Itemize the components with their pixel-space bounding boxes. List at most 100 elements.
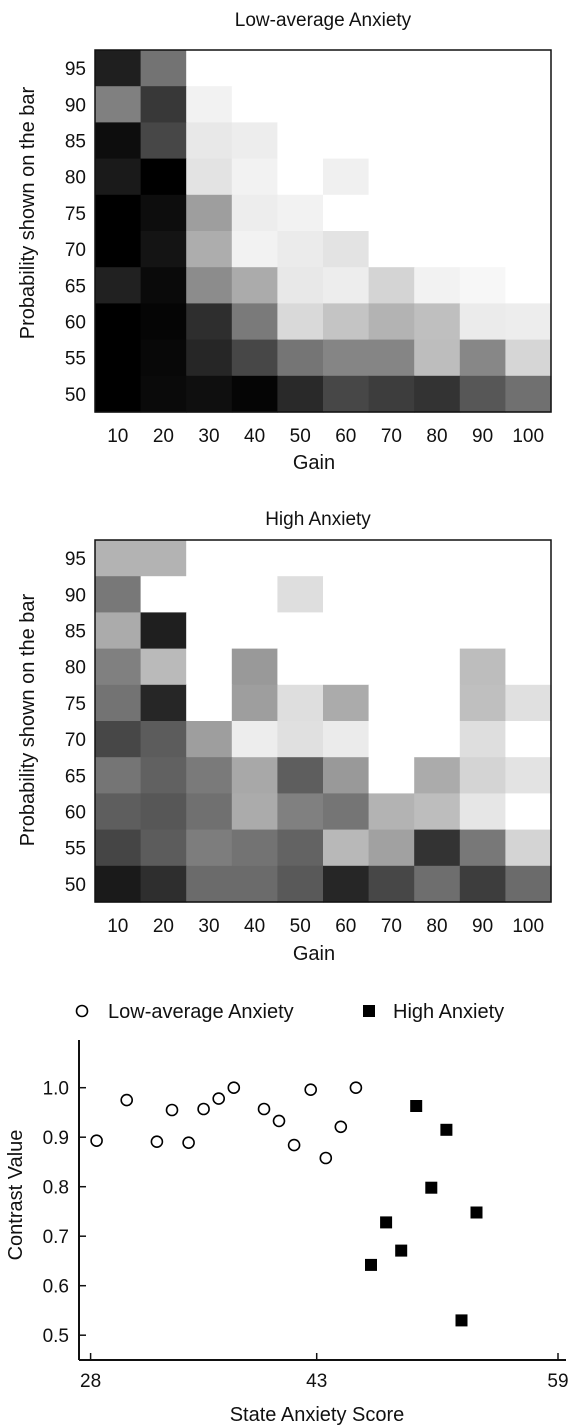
heatmap-cell: [459, 375, 506, 413]
x-tick-label: 20: [153, 426, 174, 447]
heatmap-cell: [277, 303, 324, 341]
heatmap-cell: [95, 158, 142, 196]
heatmap-cell: [414, 540, 461, 577]
heatmap-cell: [140, 540, 187, 577]
heatmap-cell: [459, 267, 506, 304]
heatmap-cell: [368, 50, 415, 87]
heatmap-cell: [95, 86, 142, 123]
heatmap-cell: [368, 793, 415, 831]
heatmap-cell: [186, 339, 233, 377]
heatmap-cell: [140, 50, 187, 87]
heatmap-cell: [505, 865, 552, 903]
heatmap-cell: [414, 684, 461, 722]
y-tick-label: 70: [65, 730, 86, 751]
heatmap-cell: [231, 684, 278, 722]
heatmap-cell: [186, 50, 233, 87]
heatmap-cell: [95, 648, 142, 686]
y-tick-label: 0.5: [43, 1326, 69, 1347]
y-tick-label: 70: [65, 240, 86, 261]
data-point-low-average: [349, 1081, 363, 1094]
heatmap-cell: [277, 50, 324, 87]
heatmap-cell: [414, 865, 461, 903]
heatmap-cell: [277, 122, 324, 160]
heatmap-cell: [505, 721, 552, 758]
heatmap-cell: [231, 267, 278, 304]
heatmap-cell: [277, 86, 324, 123]
y-tick-label: 0.9: [43, 1128, 69, 1149]
x-tick-label: 59: [547, 1371, 568, 1392]
x-tick-label: 43: [306, 1371, 327, 1392]
heatmap-cell: [459, 303, 506, 341]
heatmap-cell: [368, 612, 415, 650]
heatmap-cell: [95, 721, 142, 758]
y-tick-label: 85: [65, 622, 86, 643]
data-point-high: [395, 1244, 408, 1257]
y-tick-label: 75: [65, 694, 86, 715]
heatmap-cell: [186, 375, 233, 413]
data-point-low-average: [90, 1134, 103, 1147]
x-tick-label: 40: [244, 916, 265, 937]
heatmap-cell: [414, 576, 461, 613]
heatmap-cell: [459, 339, 506, 377]
scatter-points: [90, 1081, 483, 1327]
heatmap-cell: [277, 793, 324, 831]
heatmap-cell: [277, 757, 324, 794]
heatmap-cell: [95, 612, 142, 650]
heatmap-cell: [231, 576, 278, 613]
x-tick-label: 30: [198, 426, 219, 447]
heatmap-cell: [414, 793, 461, 831]
heatmap-cell: [323, 339, 370, 377]
y-tick-label: 75: [65, 204, 86, 225]
heatmap-cell: [140, 122, 187, 160]
heatmap-cell: [505, 158, 552, 196]
heatmap-cell: [186, 303, 233, 341]
y-tick-label: 50: [65, 385, 86, 406]
y-tick-label: 95: [65, 549, 86, 570]
x-tick-label: 10: [107, 426, 128, 447]
heatmap-cell: [277, 339, 324, 377]
heatmap-cell: [186, 865, 233, 903]
heatmap-cell: [505, 829, 552, 867]
heatmap-cell: [368, 231, 415, 268]
heatmap-cell: [140, 231, 187, 268]
y-tick-label: 60: [65, 803, 86, 824]
heatmap-cell: [459, 612, 506, 650]
x-tick-label: 90: [472, 916, 493, 937]
heatmap-cell: [277, 721, 324, 758]
heatmap-cell: [414, 303, 461, 341]
y-tick-label: 55: [65, 839, 86, 860]
x-tick-label: 80: [426, 426, 447, 447]
x-tick-label: 100: [512, 426, 544, 447]
heatmap-low-x-axis-label: Gain: [293, 452, 335, 474]
heatmap-cell: [95, 829, 142, 867]
x-tick-label: 60: [335, 426, 356, 447]
data-point-low-average: [212, 1092, 225, 1105]
heatmap-cell: [323, 158, 370, 196]
heatmap-cell: [95, 865, 142, 903]
heatmap-cell: [414, 648, 461, 686]
heatmap-cell: [95, 540, 142, 577]
heatmap-cell: [323, 122, 370, 160]
heatmap-cell: [414, 757, 461, 794]
heatmap-cell: [140, 648, 187, 686]
heatmap-high-title: High Anxiety: [265, 509, 371, 530]
heatmap-cell: [323, 576, 370, 613]
heatmap-cell: [505, 339, 552, 377]
heatmap-cell: [231, 158, 278, 196]
heatmap-cell: [414, 86, 461, 123]
heatmap-cell: [414, 612, 461, 650]
heatmap-cell: [505, 86, 552, 123]
data-point-low-average: [304, 1083, 318, 1096]
heatmap-cell: [323, 684, 370, 722]
x-tick-label: 50: [290, 426, 311, 447]
heatmap-cell: [459, 829, 506, 867]
heatmap-cell: [95, 339, 142, 377]
heatmap-high-cells: [95, 540, 552, 903]
x-tick-label: 100: [512, 916, 544, 937]
data-point-low-average: [334, 1120, 348, 1134]
heatmap-cell: [231, 793, 278, 831]
heatmap-cell: [368, 375, 415, 413]
heatmap-cell: [140, 267, 187, 304]
y-tick-label: 55: [65, 349, 86, 370]
heatmap-cell: [140, 158, 187, 196]
